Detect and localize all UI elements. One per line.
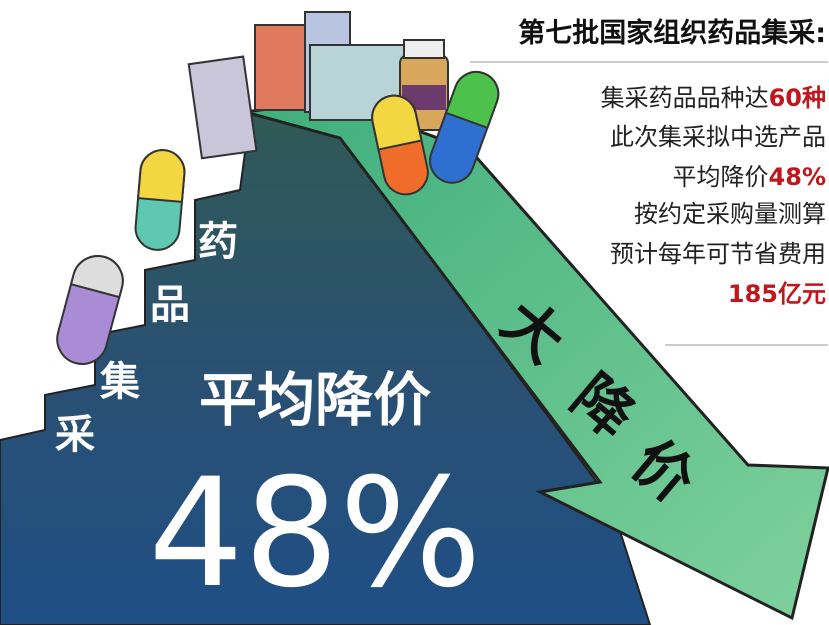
stair-label: 品	[150, 282, 190, 328]
pill	[134, 149, 186, 251]
medicine-box	[254, 24, 306, 111]
fact-text: 集采药品品种达	[601, 84, 769, 112]
pill	[371, 94, 429, 196]
fact-line: 185亿元	[728, 280, 826, 308]
headline: 平均降价	[199, 366, 431, 434]
pill	[56, 255, 124, 365]
stair-label: 药	[198, 219, 238, 265]
fact-highlight: 185亿元	[728, 280, 826, 308]
big-number: 48%	[148, 447, 481, 621]
fact-highlight: 60种	[769, 84, 826, 112]
bottle-cap	[403, 39, 445, 59]
fact-text: 预计每年可节省费用	[610, 240, 826, 268]
fact-text: 平均降价	[673, 163, 769, 191]
pill	[429, 70, 500, 184]
fact-text: 此次集采拟中选产品	[610, 123, 826, 151]
fact-text: 按约定采购量测算	[634, 200, 826, 228]
medicine-box	[187, 55, 258, 160]
facts: 集采药品品种达60种此次集采拟中选产品平均降价48%按约定采购量测算预计每年可节…	[601, 84, 826, 308]
fact-line: 预计每年可节省费用	[610, 240, 826, 268]
stair-label: 采	[55, 412, 95, 458]
fact-line: 集采药品品种达60种	[601, 84, 826, 112]
title: 第七批国家组织药品集采:	[518, 17, 826, 49]
fact-highlight: 48%	[769, 163, 826, 191]
fact-line: 平均降价48%	[673, 163, 826, 191]
fact-line: 按约定采购量测算	[634, 200, 826, 228]
stair-label: 集	[99, 359, 140, 405]
fact-line: 此次集采拟中选产品	[610, 123, 826, 151]
